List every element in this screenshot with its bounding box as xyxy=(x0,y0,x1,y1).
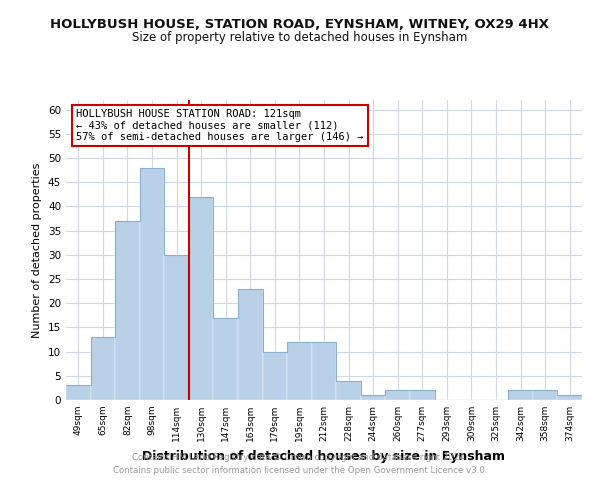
Bar xyxy=(557,395,582,400)
Text: Size of property relative to detached houses in Eynsham: Size of property relative to detached ho… xyxy=(133,32,467,44)
Bar xyxy=(189,197,214,400)
Bar xyxy=(238,288,263,400)
Text: Contains HM Land Registry data © Crown copyright and database right 2024.: Contains HM Land Registry data © Crown c… xyxy=(132,452,468,462)
Bar xyxy=(140,168,164,400)
X-axis label: Distribution of detached houses by size in Eynsham: Distribution of detached houses by size … xyxy=(143,450,505,462)
Bar xyxy=(66,386,91,400)
Bar xyxy=(508,390,533,400)
Bar xyxy=(410,390,434,400)
Bar xyxy=(214,318,238,400)
Text: HOLLYBUSH HOUSE STATION ROAD: 121sqm
← 43% of detached houses are smaller (112)
: HOLLYBUSH HOUSE STATION ROAD: 121sqm ← 4… xyxy=(76,109,364,142)
Y-axis label: Number of detached properties: Number of detached properties xyxy=(32,162,43,338)
Bar xyxy=(312,342,336,400)
Bar xyxy=(164,255,189,400)
Bar xyxy=(263,352,287,400)
Text: HOLLYBUSH HOUSE, STATION ROAD, EYNSHAM, WITNEY, OX29 4HX: HOLLYBUSH HOUSE, STATION ROAD, EYNSHAM, … xyxy=(50,18,550,30)
Bar xyxy=(91,337,115,400)
Text: Contains public sector information licensed under the Open Government Licence v3: Contains public sector information licen… xyxy=(113,466,487,475)
Bar xyxy=(336,380,361,400)
Bar xyxy=(533,390,557,400)
Bar xyxy=(385,390,410,400)
Bar xyxy=(361,395,385,400)
Bar xyxy=(287,342,312,400)
Bar xyxy=(115,221,140,400)
